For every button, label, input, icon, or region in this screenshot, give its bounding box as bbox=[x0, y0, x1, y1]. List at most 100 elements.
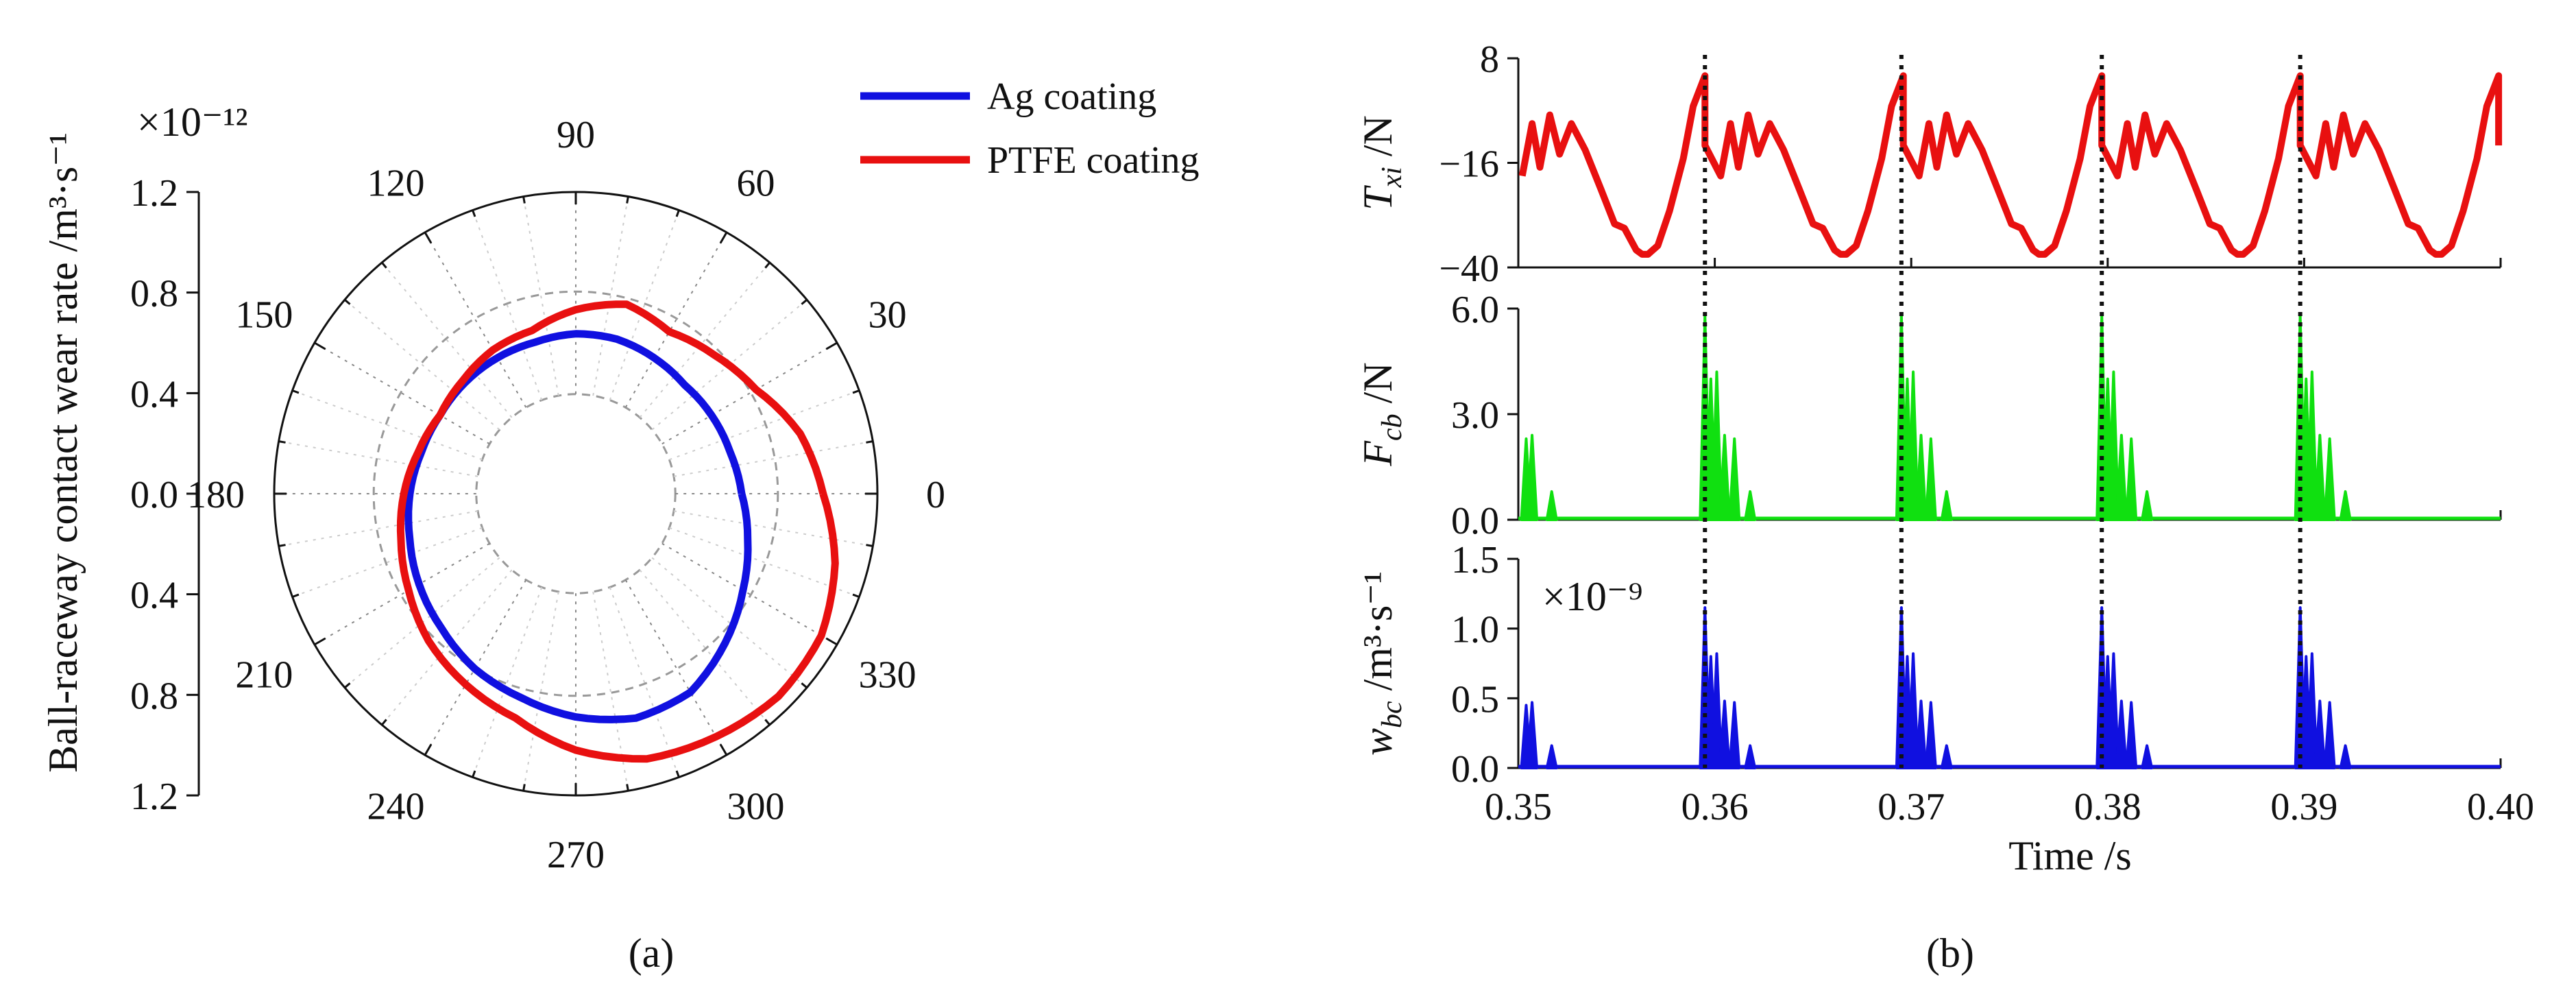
polar-scale-note: ×10⁻¹² bbox=[137, 99, 247, 145]
angle-label-210: 210 bbox=[235, 654, 293, 697]
subplot-0-ytick-label-2: −40 bbox=[1439, 248, 1499, 290]
radial-tick-label-0: 1.2 bbox=[130, 172, 178, 215]
polar-outer-circle bbox=[273, 191, 879, 797]
radial-axis: 1.2 0.8 0.4 0.0 0.4 0.8 1.2 bbox=[130, 172, 200, 818]
x-tick-label-4: 0.39 bbox=[2270, 786, 2337, 828]
polar-wear-rate-chart: 0 30 60 90 120 150 180 210 240 270 300 330 1.2 0.8 0.… bbox=[40, 75, 1200, 976]
polar-spoke-130 bbox=[381, 262, 513, 418]
subplot-2-ytick-label-1: 0.5 bbox=[1451, 678, 1499, 721]
subplot-2-spike-24 bbox=[2313, 699, 2326, 769]
polar-spoke-340 bbox=[669, 527, 860, 598]
polar-spoke-320 bbox=[651, 557, 807, 688]
x-tick-label-1: 0.36 bbox=[1681, 786, 1749, 828]
subplot-1-spike-26 bbox=[2339, 490, 2352, 521]
polar-grid-ring-1 bbox=[475, 393, 677, 594]
panel-label-a: (a) bbox=[629, 930, 675, 976]
subplot-1-spike-19 bbox=[2125, 437, 2138, 521]
polar-grid bbox=[273, 191, 879, 797]
subplot-1-spike-7 bbox=[1728, 437, 1741, 521]
polar-tick-20 bbox=[852, 389, 860, 394]
subplot-1-spike-24 bbox=[2313, 433, 2326, 521]
polar-tick-40 bbox=[801, 299, 808, 305]
polar-tick-210 bbox=[314, 637, 326, 646]
polar-tick-350 bbox=[866, 544, 873, 547]
subplot-1-spike-18 bbox=[2115, 433, 2128, 521]
subplot-2-spike-20 bbox=[2141, 744, 2154, 769]
polar-tick-150 bbox=[314, 341, 326, 350]
y-label-subscript: bc bbox=[1376, 701, 1408, 728]
polar-spoke-80 bbox=[592, 196, 629, 396]
subplot-2-y-label: wbc /m³·s⁻¹ bbox=[1355, 571, 1408, 756]
polar-tick-200 bbox=[292, 593, 300, 598]
polar-spoke-280 bbox=[592, 591, 629, 791]
polar-tick-290 bbox=[675, 770, 680, 778]
subplot-2-spike-18 bbox=[2115, 699, 2128, 769]
angle-label-180: 180 bbox=[187, 474, 245, 516]
polar-spoke-200 bbox=[292, 527, 483, 598]
subplot-0-ytick-label-1: −16 bbox=[1439, 143, 1499, 186]
subplot-2-spike-19 bbox=[2125, 701, 2138, 769]
subplot-2-spike-13 bbox=[1924, 701, 1937, 769]
radial-tick-label-4: 0.4 bbox=[130, 575, 178, 617]
subplot-2-spike-6 bbox=[1718, 699, 1731, 769]
y-label-unit: /N bbox=[1355, 115, 1400, 167]
polar-series-1 bbox=[396, 300, 839, 763]
subplot-2-spike-26 bbox=[2339, 744, 2352, 769]
polar-tick-220 bbox=[343, 682, 351, 688]
polar-spoke-250 bbox=[472, 587, 543, 778]
polar-tick-240 bbox=[424, 743, 433, 756]
time-series-chart: 8 −16 −40 Txi /N 0.0 3.0 6.0 Fcb /N 0.0 0.5 1.0 1.5… bbox=[1355, 38, 2534, 976]
polar-tick-140 bbox=[343, 299, 351, 305]
subplot-2-spike-12 bbox=[1915, 699, 1928, 769]
polar-tick-10 bbox=[866, 440, 873, 444]
polar-tick-320 bbox=[801, 682, 808, 688]
polar-tick-120 bbox=[424, 232, 433, 244]
polar-spoke-190 bbox=[278, 510, 478, 547]
radial-tick-label-3: 0.0 bbox=[130, 474, 178, 516]
angle-label-300: 300 bbox=[727, 786, 785, 828]
polar-tick-190 bbox=[278, 544, 286, 547]
polar-y-axis-label: Ball-raceway contact wear rate /m³·s⁻¹ bbox=[40, 132, 86, 773]
polar-tick-300 bbox=[719, 743, 728, 756]
polar-series-0 bbox=[404, 330, 752, 723]
x-axis-label: Time /s bbox=[2008, 833, 2132, 878]
polar-tick-250 bbox=[472, 770, 476, 778]
subplot-2-spike-2 bbox=[1545, 744, 1558, 769]
subplot-1-spike-12 bbox=[1915, 433, 1928, 521]
legend-entry-1: PTFE coating bbox=[987, 139, 1200, 182]
polar-tick-70 bbox=[675, 210, 680, 217]
subplot-1-ytick-label-1: 3.0 bbox=[1451, 394, 1499, 437]
y-label-subscript: xi bbox=[1376, 167, 1408, 188]
subplot-2-ytick-label-2: 1.0 bbox=[1451, 609, 1499, 651]
polar-spoke-160 bbox=[292, 389, 483, 461]
polar-spoke-150 bbox=[314, 342, 490, 445]
angle-label-150: 150 bbox=[235, 294, 293, 337]
y-label-unit: /m³·s⁻¹ bbox=[1355, 571, 1400, 701]
subplot-1-ytick-label-2: 6.0 bbox=[1451, 289, 1499, 331]
radial-tick-label-1: 0.8 bbox=[130, 273, 178, 315]
subplot-0-y-label: Txi /N bbox=[1355, 115, 1408, 211]
x-tick-label-2: 0.37 bbox=[1878, 786, 1945, 828]
y-label-symbol: w bbox=[1355, 728, 1400, 756]
subplot-1-spike-1 bbox=[1526, 433, 1539, 521]
polar-spoke-300 bbox=[624, 579, 727, 756]
radial-tick-label-2: 0.4 bbox=[130, 373, 178, 416]
polar-spoke-20 bbox=[669, 389, 860, 461]
polar-tick-60 bbox=[719, 232, 728, 244]
y-label-unit: /N bbox=[1355, 362, 1400, 413]
subplot-2-scale-note: ×10⁻⁹ bbox=[1542, 574, 1642, 619]
polar-spoke-170 bbox=[278, 440, 478, 477]
subplot-1-spike-8 bbox=[1744, 490, 1757, 521]
subplot-1-spike-20 bbox=[2141, 490, 2154, 521]
torque-series-line bbox=[1518, 72, 2503, 258]
time-series-subplots: 8 −16 −40 Txi /N 0.0 3.0 6.0 Fcb /N 0.0 0.5 1.0 1.5… bbox=[1355, 38, 2534, 828]
angle-label-0: 0 bbox=[926, 474, 945, 516]
subplot-2-spike-25 bbox=[2323, 701, 2336, 769]
polar-spoke-120 bbox=[424, 232, 527, 408]
x-tick-label-3: 0.38 bbox=[2074, 786, 2141, 828]
angle-label-270: 270 bbox=[547, 834, 605, 876]
polar-spoke-140 bbox=[344, 299, 500, 431]
subplot-1-spike-25 bbox=[2323, 437, 2336, 521]
polar-tick-100 bbox=[522, 196, 526, 204]
